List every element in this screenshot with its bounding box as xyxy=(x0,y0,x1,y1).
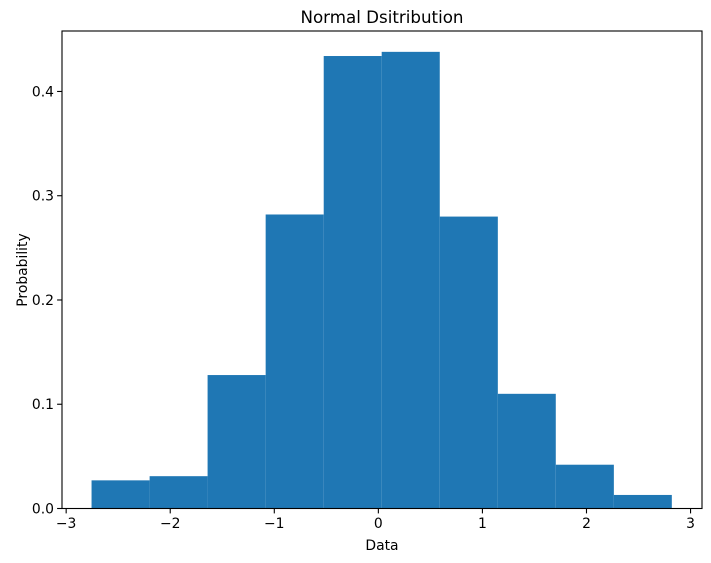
histogram-bar xyxy=(555,464,614,509)
x-tick-label: 1 xyxy=(478,516,487,532)
y-tick-label: 0.1 xyxy=(32,397,54,413)
histogram-bar xyxy=(323,56,382,509)
histogram-bar xyxy=(497,393,556,509)
histogram-bar xyxy=(149,476,208,509)
y-tick-label: 0.0 xyxy=(32,501,54,517)
axes-frame xyxy=(61,30,703,510)
histogram-bar xyxy=(439,216,498,509)
bars-group xyxy=(91,51,672,509)
histogram-bar xyxy=(265,214,324,509)
x-tick-label: −3 xyxy=(56,516,76,532)
chart-title: Normal Dsitribution xyxy=(300,7,463,27)
x-tick-label: 0 xyxy=(374,516,383,532)
histogram-bar xyxy=(207,375,266,509)
x-tick-label: 3 xyxy=(686,516,695,532)
y-tick-label: 0.3 xyxy=(32,189,54,205)
x-tick-label: −1 xyxy=(264,516,284,532)
axes-group: −3 −2 −1 0 1 2 3 0.0 0.1 0.2 0.3 0.4 xyxy=(32,30,703,532)
histogram-bar xyxy=(91,480,150,509)
x-tick-label: −2 xyxy=(160,516,180,532)
histogram-bar xyxy=(381,51,440,509)
x-axis-label: Data xyxy=(365,538,398,554)
y-axis-label: Probability xyxy=(15,233,31,306)
y-tick-label: 0.4 xyxy=(32,84,54,100)
histogram-bar xyxy=(613,494,672,509)
x-tick-label: 2 xyxy=(582,516,591,532)
y-tick-label: 0.2 xyxy=(32,293,54,309)
